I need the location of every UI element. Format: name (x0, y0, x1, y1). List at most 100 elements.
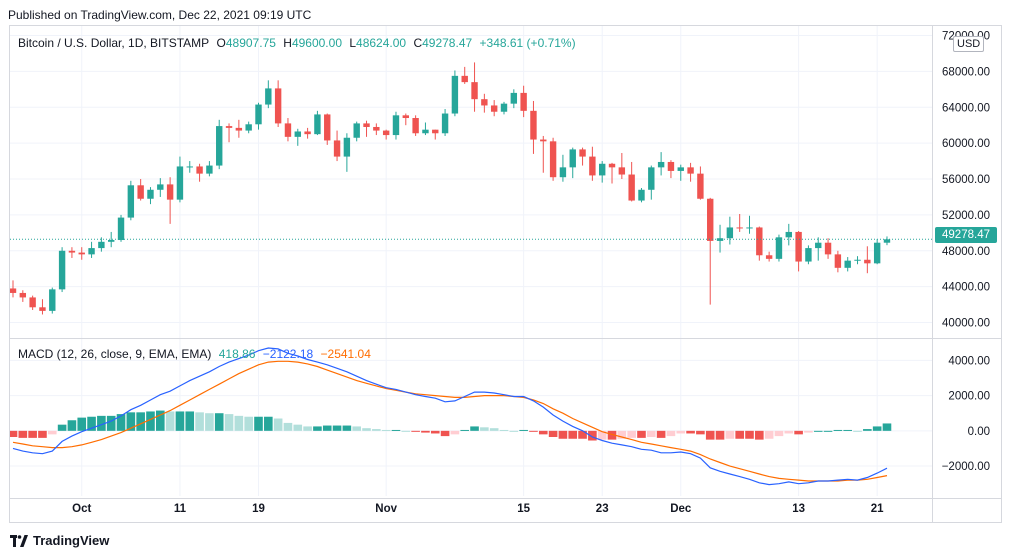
macd-histogram-bar (538, 430, 548, 435)
macd-histogram-bar (480, 427, 489, 431)
macd-histogram-bar (440, 430, 450, 437)
macd-histogram-bar (126, 412, 136, 431)
candle-body (716, 238, 724, 241)
macd-histogram-bar (244, 416, 253, 431)
high-label: H (283, 36, 292, 50)
candle-body (795, 231, 802, 262)
macd-histogram-bar (607, 430, 617, 440)
candle-body (589, 156, 596, 176)
candle-body (127, 185, 135, 218)
macd-histogram-bar (165, 411, 175, 431)
macd-histogram-bar (372, 429, 381, 431)
macd-histogram-bar (637, 430, 646, 438)
time-axis-tick-label: Oct (72, 503, 91, 515)
candle-body (88, 248, 95, 255)
candle-body (736, 227, 743, 229)
price-axis-tick-label: 60000.00 (942, 138, 990, 150)
candle-body (756, 227, 763, 256)
macd-histogram-bar (47, 430, 57, 435)
candle-body (559, 167, 567, 178)
candle-body (255, 104, 262, 125)
candle-body (304, 131, 311, 135)
macd-axis-tick-label: 4000.00 (948, 355, 990, 367)
last-price-tag: 49278.47 (935, 227, 997, 243)
macd-histogram-bar (106, 415, 116, 431)
candle-body (284, 123, 292, 137)
macd-histogram-bar (460, 429, 470, 431)
candle-body (785, 231, 792, 238)
candle-body (579, 149, 586, 157)
candle-body (392, 115, 400, 136)
macd-histogram-bar (666, 430, 676, 437)
candle-body (726, 227, 734, 239)
macd-histogram-bar (77, 417, 87, 431)
candle-body (707, 198, 714, 241)
candle-body (157, 184, 164, 190)
candle-body (39, 307, 46, 311)
candle-body (343, 137, 351, 157)
price-axis-tick-label: 64000.00 (942, 102, 990, 114)
macd-histogram-bar (195, 412, 204, 431)
macd-histogram-bar (597, 430, 607, 440)
macd-histogram-bar (872, 426, 882, 431)
macd-axis-tick-label: 0.00 (968, 426, 990, 438)
symbol-label: Bitcoin / U.S. Dollar, 1D, BITSTAMP (18, 36, 210, 50)
candle-body (638, 189, 645, 201)
candle-body (569, 149, 576, 168)
candle-body (186, 166, 193, 168)
candle-body (265, 88, 272, 105)
candle-body (697, 173, 704, 199)
price-axis-tick-label: 52000.00 (942, 210, 990, 222)
macd-histogram-bar (656, 430, 666, 438)
macd-histogram-bar (863, 429, 872, 431)
candle-body (461, 75, 468, 83)
macd-histogram-bar (735, 430, 744, 439)
candle-body (844, 260, 851, 268)
candle-body (834, 254, 842, 268)
candle-body (176, 166, 184, 200)
candle-body (520, 92, 527, 111)
candle-body (657, 161, 665, 168)
candle-body (618, 167, 626, 175)
macd-histogram-bar (342, 425, 352, 431)
macd-histogram-bar (450, 430, 460, 435)
candle-body (510, 92, 518, 104)
macd-histogram-bar (411, 430, 420, 432)
chart-canvas[interactable]: 72000.0068000.0064000.0060000.0056000.00… (10, 26, 1001, 522)
macd-histogram-bar (705, 430, 715, 440)
macd-histogram-bar (529, 430, 538, 432)
time-axis-tick-label: 21 (871, 503, 884, 515)
macd-histogram-bar (146, 411, 155, 431)
time-axis-tick-label: 19 (252, 503, 265, 515)
candle-body (667, 161, 675, 171)
macd-histogram-bar (578, 430, 587, 439)
candle-body (294, 131, 301, 137)
candle-body (274, 88, 282, 124)
macd-histogram-bar (686, 430, 695, 434)
currency-badge[interactable]: USD (953, 36, 985, 52)
chart-frame[interactable]: 72000.0068000.0064000.0060000.0056000.00… (9, 25, 1002, 523)
candle-body (196, 166, 203, 174)
footer-brand[interactable]: TradingView (10, 533, 109, 548)
candle-body (441, 113, 449, 134)
time-axis-tick-label: 15 (517, 503, 530, 515)
candle-body (775, 237, 783, 259)
macd-histogram-bar (548, 430, 558, 437)
macd-histogram-bar (588, 430, 597, 441)
time-axis-tick-label: 23 (596, 503, 609, 515)
candle-body (245, 124, 252, 131)
macd-histogram-bar (558, 430, 568, 439)
price-legend: Bitcoin / U.S. Dollar, 1D, BITSTAMP O489… (18, 36, 580, 50)
candle-body (549, 141, 557, 178)
candle-body (206, 165, 213, 174)
price-axis-tick-label: 56000.00 (942, 174, 990, 186)
candle-body (540, 139, 547, 142)
macd-histogram-bar (627, 430, 636, 438)
macd-signal-value: −2541.04 (320, 347, 371, 361)
macd-histogram-bar (313, 426, 322, 431)
close-value: 49278.47 (422, 36, 473, 50)
macd-histogram-bar (362, 428, 371, 431)
macd-histogram-bar (794, 430, 803, 435)
macd-histogram-bar (470, 426, 479, 431)
macd-line-value: −2122.18 (262, 347, 314, 361)
